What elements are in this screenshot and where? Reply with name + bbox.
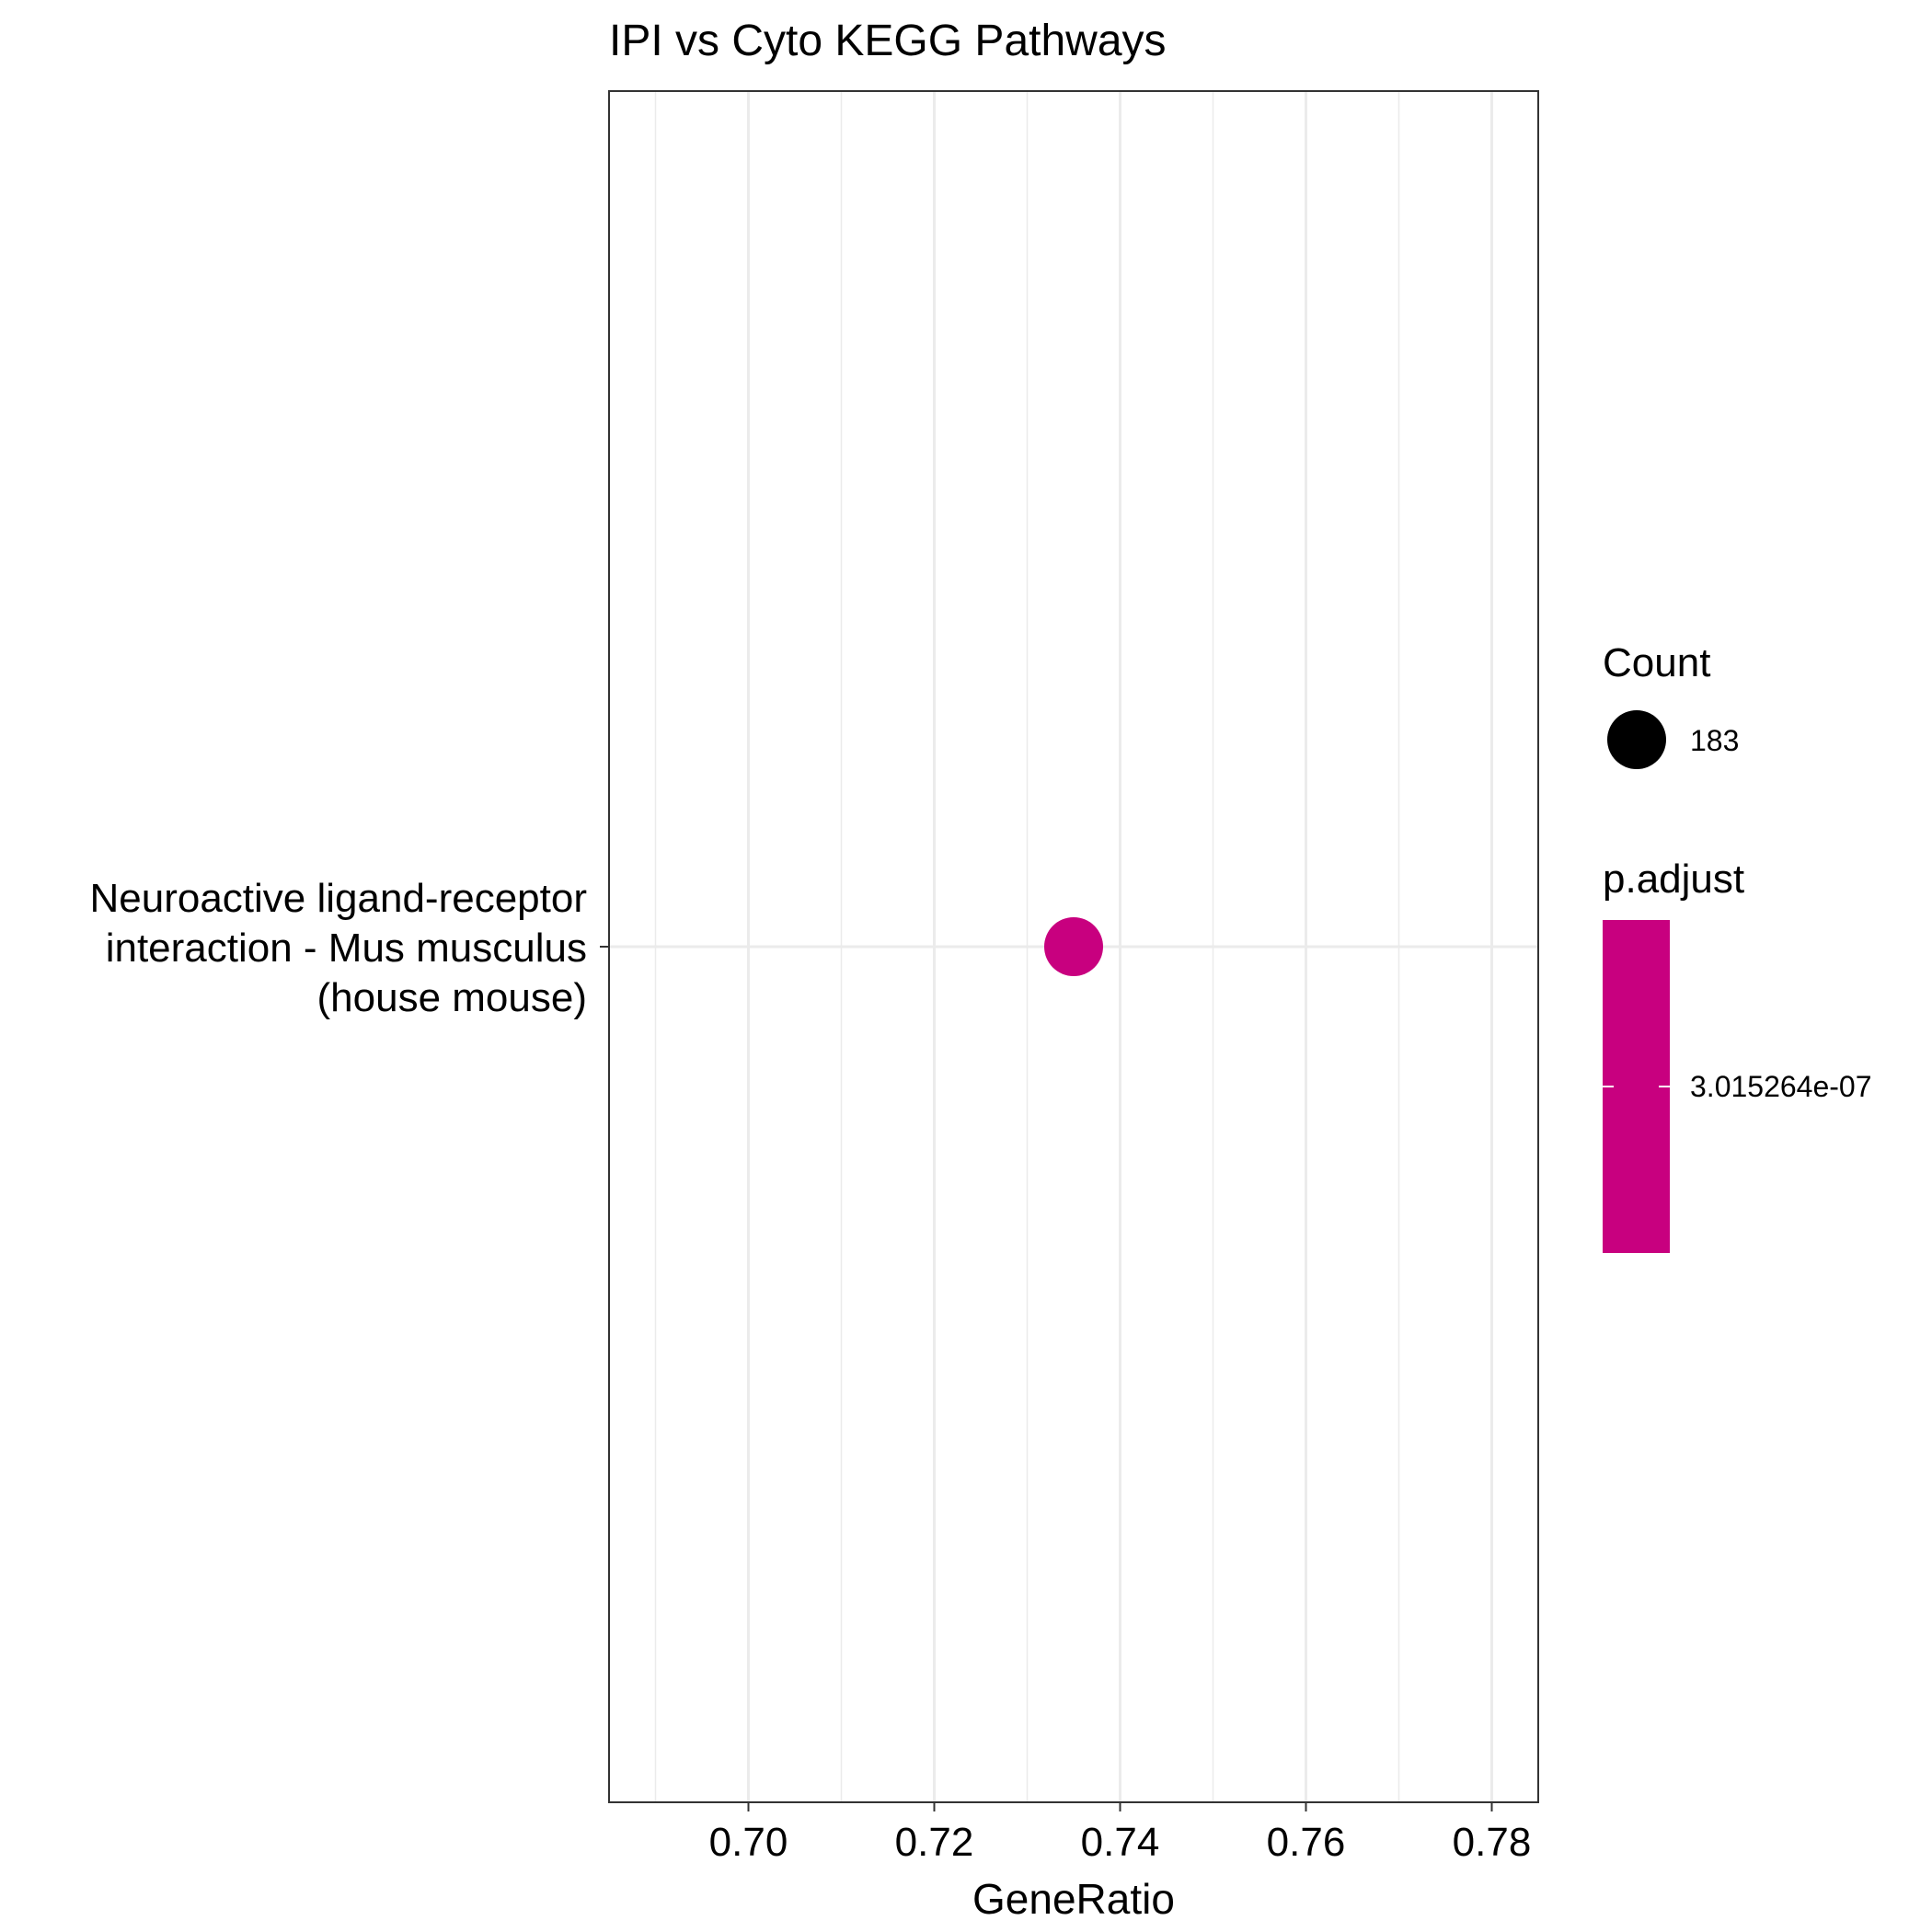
size-legend: Count 183 — [1603, 640, 1739, 769]
x-tick-label: 0.70 — [709, 1820, 788, 1865]
x-tick-label: 0.74 — [1081, 1820, 1160, 1865]
color-legend-title: p.adjust — [1603, 857, 1744, 902]
x-tick-label: 0.76 — [1267, 1820, 1346, 1865]
x-axis: 0.70 0.72 0.74 0.76 0.78 — [709, 1802, 1532, 1865]
x-tick-label: 0.78 — [1453, 1820, 1532, 1865]
plot-panel — [608, 90, 1539, 1803]
size-legend-entries: 183 — [1607, 710, 1739, 769]
color-legend-label: 3.015264e-07 — [1690, 1070, 1872, 1103]
y-tick-label: (house mouse) — [317, 975, 587, 1020]
x-axis-label: GeneRatio — [972, 1875, 1175, 1923]
size-legend-label: 183 — [1690, 724, 1739, 757]
size-legend-title: Count — [1603, 640, 1710, 685]
color-legend-bar — [1603, 920, 1670, 1253]
color-legend: p.adjust 3.015264e-07 — [1603, 857, 1872, 1253]
y-axis: Neuroactive ligand-receptor interaction -… — [89, 876, 609, 1020]
data-points — [1044, 917, 1103, 976]
data-point — [1044, 917, 1103, 976]
chart-title: IPI vs Cyto KEGG Pathways — [609, 17, 1167, 65]
y-tick-label: Neuroactive ligand-receptor — [89, 876, 587, 921]
size-legend-symbol — [1607, 710, 1666, 769]
y-tick-label: interaction - Mus musculus — [106, 926, 587, 971]
x-tick-label: 0.72 — [895, 1820, 974, 1865]
